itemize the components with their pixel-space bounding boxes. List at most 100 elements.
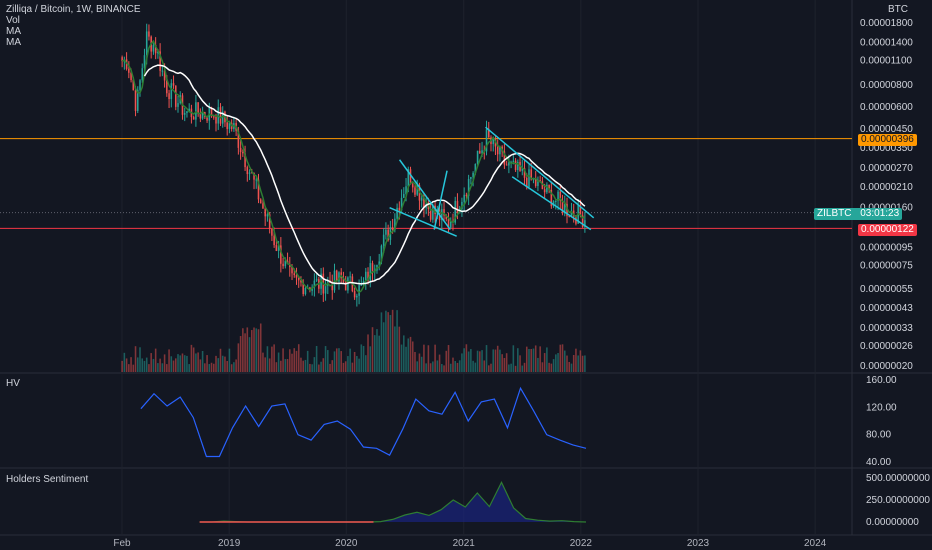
volume-bar [331, 360, 334, 372]
price-tick-label: 0.00000600 [860, 102, 913, 113]
volume-bar [358, 358, 360, 372]
volume-bar [244, 333, 246, 372]
volume-bar [427, 345, 430, 372]
candle-body [508, 162, 510, 166]
price-tick-label: 0.00000075 [860, 260, 913, 271]
time-tick-label: 2024 [804, 538, 827, 549]
sentiment-pane-title[interactable]: Holders Sentiment [6, 474, 89, 485]
candle-body [130, 72, 132, 81]
hv-tick-label: 40.00 [866, 457, 891, 468]
volume-bar [192, 347, 195, 372]
volume-bar [373, 335, 376, 372]
volume-bar [132, 364, 135, 372]
volume-bar [537, 357, 539, 372]
volume-bar [257, 329, 260, 372]
volume-bar [514, 365, 517, 372]
volume-bar [360, 344, 363, 372]
candle-body [492, 138, 495, 145]
candle-body [479, 150, 481, 154]
volume-bar [492, 349, 495, 372]
volume-bar [275, 362, 278, 372]
candle-body [248, 172, 251, 175]
volume-bar [304, 359, 307, 372]
red-line-price-label: 0.00000122 [858, 224, 917, 236]
volume-bar [499, 349, 501, 372]
volume-bar [365, 355, 367, 372]
candle-body [128, 68, 130, 73]
candle-body [259, 199, 262, 204]
volume-bar [335, 348, 338, 372]
volume-bar [382, 322, 385, 372]
volume-bar [344, 361, 347, 372]
candle-body [382, 234, 385, 246]
candle-body [557, 191, 559, 201]
candle-body [275, 245, 278, 251]
candle-body [335, 270, 338, 282]
volume-bar [264, 357, 266, 372]
price-tick-label: 0.00001400 [860, 37, 913, 48]
candle-body [398, 207, 401, 211]
volume-bar [143, 360, 146, 372]
candle-body [561, 200, 564, 214]
volume-bar [342, 362, 345, 372]
volume-bar [467, 351, 470, 372]
volume-bar [168, 349, 170, 372]
candle-body [219, 107, 222, 124]
volume-bar [483, 360, 486, 372]
candle-body [429, 208, 432, 220]
volume-bar [432, 361, 434, 372]
candle-body [154, 45, 157, 54]
volume-bar [226, 360, 228, 372]
ma-slow-indicator-label[interactable]: MA [6, 37, 21, 48]
candle-body [347, 277, 349, 291]
candle-body [197, 102, 199, 114]
volume-bar [161, 363, 164, 372]
volume-bar [309, 363, 311, 372]
symbol-title[interactable]: Zilliqa / Bitcoin, 1W, BINANCE [6, 4, 141, 15]
orange-line-price-label: 0.00000396 [858, 134, 917, 146]
price-scale: 0.00001800 0.00001400 0.00001100 0.00000800… [860, 4, 913, 372]
time-tick-label: 2021 [453, 538, 476, 549]
candle-body [581, 215, 584, 227]
candle-body [503, 151, 506, 165]
volume-bar [262, 352, 264, 372]
candle-body [262, 203, 264, 209]
volume-bar [329, 363, 331, 372]
candle-body [289, 264, 291, 268]
hv-tick-label: 80.00 [866, 430, 891, 441]
candle-body [411, 184, 414, 188]
candle-body [474, 164, 477, 173]
volume-bar [563, 350, 566, 372]
candle-body [253, 172, 255, 180]
candle-body [416, 185, 418, 195]
volume-bar [532, 348, 535, 372]
candle-body [514, 160, 517, 171]
candle-body [152, 45, 155, 52]
candle-body [186, 111, 188, 114]
volume-bar [371, 327, 374, 372]
hv-pane-title[interactable]: HV [6, 378, 20, 389]
sentiment-pane: 500.00000000 250.00000000 0.00000000 [199, 473, 930, 528]
volume-bar [487, 365, 490, 372]
candle-body [496, 146, 499, 155]
price-tick-label: 0.00000450 [860, 124, 913, 135]
volume-indicator-label[interactable]: Vol [6, 15, 20, 26]
price-tick-label: 0.00001100 [860, 56, 913, 67]
candle-body [172, 83, 175, 86]
volume-bar [235, 359, 237, 372]
candle-body [331, 283, 334, 291]
volume-bar [163, 354, 166, 372]
volume-bar [523, 362, 526, 372]
volume-bar [508, 364, 510, 372]
candle-body [550, 190, 553, 207]
volume-bar [199, 359, 202, 372]
volume-bar [528, 348, 530, 372]
volume-bar [201, 351, 204, 372]
volume-bar [407, 338, 410, 372]
volume-bar [530, 348, 533, 372]
volume-bar [340, 351, 342, 372]
ma-fast-indicator-label[interactable]: MA [6, 26, 21, 37]
chart-legend: Zilliqa / Bitcoin, 1W, BINANCE Vol MA MA [6, 4, 140, 48]
volume-bar [577, 355, 579, 372]
